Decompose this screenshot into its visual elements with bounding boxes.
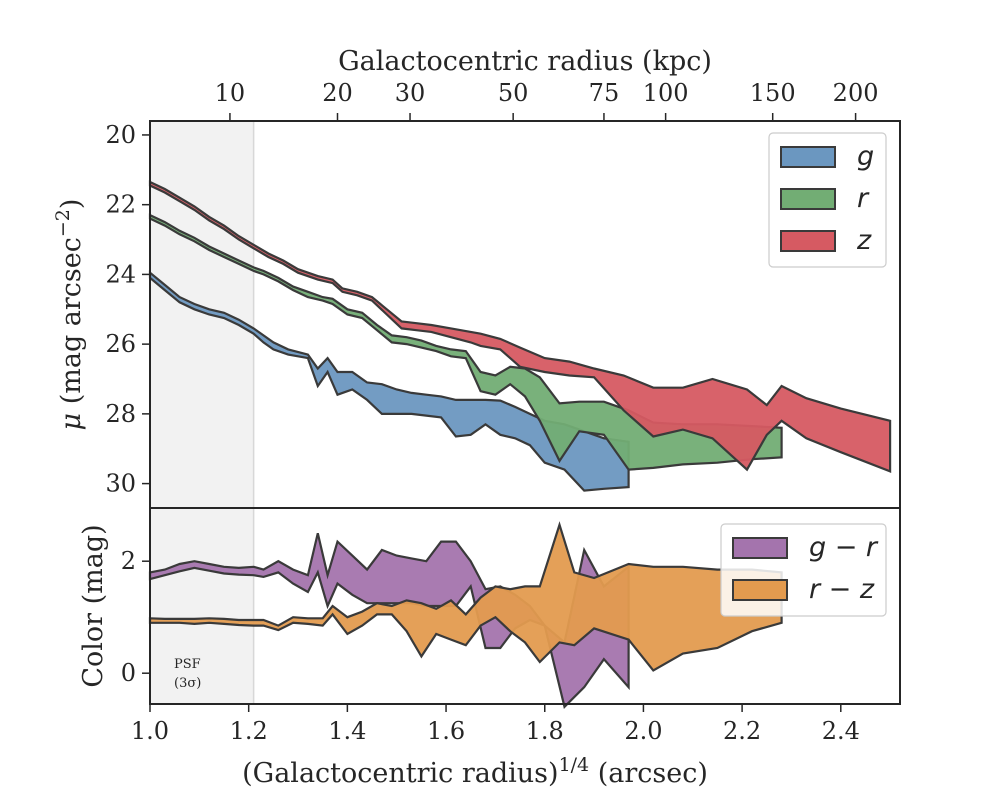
x-axis-title-sup: 1/4 [559, 754, 590, 776]
legend-label: g − r [809, 532, 879, 563]
x-tick-label: 2.0 [624, 717, 662, 745]
psf-label: PSF [174, 657, 201, 672]
x-tick-label: 1.4 [328, 717, 366, 745]
bottom-panel-frame [149, 507, 901, 705]
x-tick-label: 1.8 [526, 717, 564, 745]
x-tick-label: 1.6 [427, 717, 465, 745]
top-y-axis-title-close: ) [56, 199, 87, 210]
band-g [148, 270, 630, 492]
legend-swatch [732, 579, 788, 601]
band-rz [148, 521, 783, 672]
top-y-axis-title-sup: −2 [52, 209, 74, 237]
top-x-tick-label: 200 [833, 79, 879, 107]
x-tick-label: 2.2 [723, 717, 761, 745]
top-x-tick-label: 50 [498, 79, 529, 107]
top-y-axis-title-text: (mag arcsec [56, 237, 87, 413]
x-axis-title: (Galactocentric radius)1/4 (arcsec) [242, 754, 708, 789]
bottom-y-tick-label: 0 [121, 659, 136, 687]
top-y-tick-label: 30 [105, 470, 136, 498]
top-y-tick-label: 22 [105, 191, 136, 219]
mu-symbol: μ [56, 413, 87, 431]
top-axis-title: Galactocentric radius (kpc) [338, 46, 712, 77]
top-x-tick-label: 75 [589, 79, 620, 107]
top-y-tick-label: 24 [105, 260, 136, 288]
x-axis-title-tail: (arcsec) [589, 758, 708, 789]
text-layer: Galactocentric radius (kpc) μ (mag arcse… [52, 46, 712, 789]
bottom-y-tick-label: 2 [121, 547, 136, 575]
color-bands [148, 521, 783, 709]
x-tick-label: 2.4 [822, 717, 860, 745]
legend-swatch [780, 146, 836, 168]
legend-top: grz [768, 132, 887, 268]
psf-shaded-region [150, 121, 254, 704]
top-x-tick-label: 20 [322, 79, 353, 107]
psf-sigma-label: (3σ) [174, 676, 201, 691]
axes-layer: 20 22 24 26 28 30 10 20 30 50 75 100 150 200 0 2 1.0 1.2 1… [105, 79, 901, 745]
x-tick-label: 1.2 [230, 717, 268, 745]
top-y-axis-title: μ (mag arcsec−2) [52, 199, 87, 431]
legend-swatch [780, 188, 836, 210]
legend-label: z [856, 225, 872, 256]
legend-label: r [857, 183, 870, 214]
legend-swatch [732, 537, 788, 559]
x-axis-title-text: (Galactocentric radius) [242, 758, 558, 789]
legend-swatch [780, 230, 836, 252]
legend-label: r − z [809, 574, 875, 605]
x-tick-label: 1.0 [131, 717, 169, 745]
top-x-tick-label: 100 [643, 79, 689, 107]
legend-label: g [857, 141, 874, 172]
bottom-y-axis-title: Color (mag) [78, 524, 109, 687]
top-x-tick-label: 30 [395, 79, 426, 107]
top-y-tick-label: 28 [105, 400, 136, 428]
top-y-tick-label: 26 [105, 330, 136, 358]
psf-shading-layer [150, 121, 255, 704]
surface-brightness-bands [148, 180, 892, 492]
top-x-tick-label: 150 [750, 79, 796, 107]
top-y-tick-label: 20 [105, 121, 136, 149]
band-z [148, 180, 892, 474]
top-x-tick-label: 10 [215, 79, 246, 107]
legend-bottom: g − r r − z [720, 523, 887, 617]
